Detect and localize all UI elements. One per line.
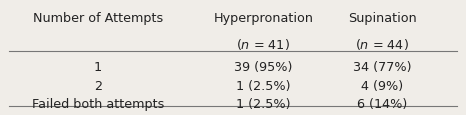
Text: 1: 1 xyxy=(94,60,102,73)
Text: Supination: Supination xyxy=(348,12,417,24)
Text: ($n$ = 44): ($n$ = 44) xyxy=(355,37,409,52)
Text: 4 (9%): 4 (9%) xyxy=(361,80,403,93)
Text: Hyperpronation: Hyperpronation xyxy=(213,12,313,24)
Text: 34 (77%): 34 (77%) xyxy=(353,60,411,73)
Text: 6 (14%): 6 (14%) xyxy=(357,97,407,110)
Text: ($n$ = 41): ($n$ = 41) xyxy=(236,37,290,52)
Text: Failed both attempts: Failed both attempts xyxy=(32,97,164,110)
Text: 1 (2.5%): 1 (2.5%) xyxy=(236,80,290,93)
Text: 39 (95%): 39 (95%) xyxy=(234,60,293,73)
Text: Number of Attempts: Number of Attempts xyxy=(33,12,163,24)
Text: 2: 2 xyxy=(94,80,102,93)
Text: 1 (2.5%): 1 (2.5%) xyxy=(236,97,290,110)
